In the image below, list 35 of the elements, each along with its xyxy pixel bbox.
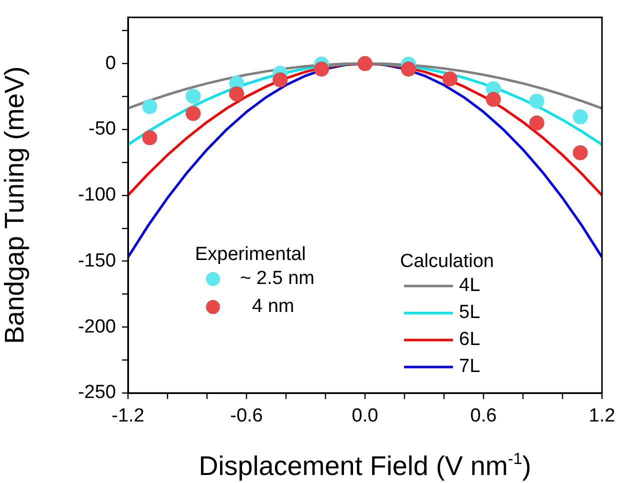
point (572, 109, 588, 124)
point (142, 99, 158, 114)
point (529, 94, 544, 109)
y-tick-label: -100 (78, 184, 116, 206)
y-tick-label: -50 (88, 118, 116, 140)
annotation: Calculation (400, 251, 494, 272)
y-tick-label: -150 (78, 250, 116, 272)
point (229, 86, 244, 102)
point (572, 145, 588, 160)
x-tick-label: 0.6 (470, 406, 497, 427)
point (186, 106, 201, 121)
point (358, 56, 372, 72)
annotation: Experimental (195, 244, 306, 266)
x-tick-label: 1.2 (588, 406, 616, 427)
point (400, 62, 416, 77)
point (186, 88, 201, 104)
y-tick-label: 0 (105, 52, 116, 74)
legend-label: 4 nm (252, 296, 294, 318)
point (272, 72, 288, 88)
legend-label: 7L (459, 356, 480, 378)
y-tick-label: -250 (78, 382, 116, 404)
legend-label: ~ 2.5 nm (240, 268, 314, 290)
point (442, 71, 458, 86)
point (486, 92, 501, 107)
point (314, 62, 330, 77)
legend-label: 5L (459, 302, 480, 324)
x-tick-label: -1.2 (112, 406, 144, 427)
y-tick-label: -200 (78, 316, 116, 338)
point (529, 115, 544, 130)
legend-label: 6L (459, 329, 480, 350)
x-tick-label: -0.6 (230, 406, 263, 427)
point (142, 130, 158, 146)
legend-label: 4L (459, 275, 480, 296)
y-axis-title: Bandgap Tuning (meV) (0, 66, 30, 344)
x-tick-label: 0.0 (352, 406, 378, 427)
